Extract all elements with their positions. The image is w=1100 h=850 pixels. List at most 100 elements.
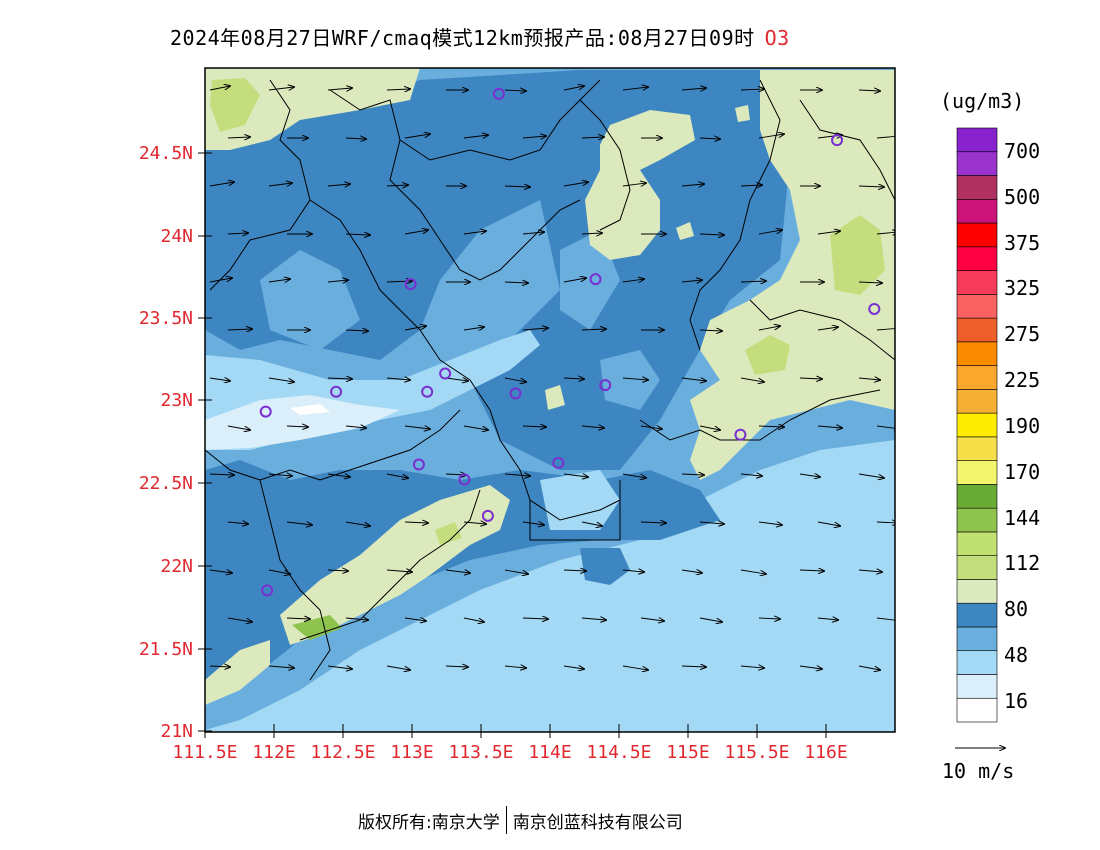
colorbar-swatch bbox=[956, 650, 998, 675]
wind-arrow bbox=[268, 377, 294, 382]
station-marker bbox=[492, 87, 505, 100]
lon-label: 111.5E bbox=[172, 742, 237, 763]
wind-arrow bbox=[504, 474, 530, 476]
colorbar-swatch bbox=[956, 484, 998, 509]
lat-label: 22N bbox=[160, 556, 193, 577]
wind-arrow bbox=[563, 570, 586, 571]
wind-arrow bbox=[504, 666, 526, 668]
colorbar-swatch bbox=[956, 127, 998, 153]
lon-label: 115E bbox=[666, 742, 709, 763]
wind-arrow bbox=[622, 279, 644, 282]
lat-label: 21N bbox=[160, 721, 193, 742]
wind-arrow bbox=[227, 425, 250, 430]
wind-arrow bbox=[817, 426, 842, 428]
wind-arrow bbox=[227, 329, 252, 330]
colorbar-swatch bbox=[956, 389, 998, 414]
wind-arrow bbox=[758, 522, 782, 525]
wind-arrow bbox=[622, 570, 644, 572]
wind-arrow bbox=[817, 231, 840, 234]
wind-arrow bbox=[504, 569, 528, 574]
wind-arrow bbox=[463, 425, 488, 430]
wind-arrow bbox=[286, 618, 310, 619]
map-title: 2024年08月27日WRF/cmaq模式12km预报产品:08月27日09时 O… bbox=[170, 22, 790, 51]
wind-arrow bbox=[699, 617, 722, 622]
colorbar-swatch bbox=[956, 507, 998, 533]
lat-label: 24N bbox=[160, 226, 193, 247]
wind-arrow bbox=[699, 522, 724, 524]
wind-arrow bbox=[522, 522, 544, 525]
wind-arrow bbox=[404, 522, 428, 523]
wind-arrow bbox=[209, 474, 234, 475]
station-marker bbox=[868, 302, 881, 315]
station-marker bbox=[330, 385, 343, 398]
station-marker bbox=[589, 273, 602, 286]
colorbar-swatch bbox=[956, 341, 998, 366]
wind-arrow bbox=[740, 281, 766, 282]
wind-arrow bbox=[740, 377, 764, 382]
wind-arrow bbox=[622, 665, 648, 670]
wind-arrow bbox=[327, 666, 352, 669]
longitude-axis: 111.5E 112E 112.5E 113E 113.5E 114E 114.… bbox=[172, 724, 848, 763]
wind-arrow bbox=[740, 569, 766, 574]
monitoring-stations bbox=[259, 87, 881, 597]
wind-arrow bbox=[386, 89, 410, 90]
colorbar-label: 16 bbox=[1004, 689, 1028, 713]
wind-arrow bbox=[581, 137, 604, 138]
wind-arrow bbox=[758, 134, 784, 139]
wind-arrow bbox=[799, 666, 822, 669]
wind-legend-label: 10 m/s bbox=[942, 759, 1014, 783]
wind-arrow bbox=[504, 282, 528, 283]
wind-arrow bbox=[327, 378, 352, 379]
wind-arrow bbox=[622, 473, 646, 478]
lat-label: 23N bbox=[160, 390, 193, 411]
wind-arrow bbox=[581, 521, 602, 526]
wind-arrow bbox=[876, 617, 895, 621]
lon-label: 113.5E bbox=[448, 742, 513, 763]
colorbar-label: 700 bbox=[1004, 139, 1040, 163]
wind-arrow bbox=[268, 666, 294, 668]
wind-arrow bbox=[858, 570, 882, 572]
lon-label: 114E bbox=[528, 742, 571, 763]
wind-arrow bbox=[563, 86, 584, 91]
colorbar-swatch bbox=[956, 626, 998, 652]
colorbar-label: 48 bbox=[1004, 643, 1028, 667]
wind-arrow bbox=[681, 184, 704, 186]
footer-divider bbox=[505, 806, 507, 834]
wind-arrow bbox=[386, 570, 412, 572]
wind-arrow bbox=[563, 666, 584, 669]
wind-vectors bbox=[209, 86, 895, 670]
wind-arrow bbox=[758, 326, 780, 331]
wind-arrow bbox=[404, 230, 428, 235]
colorbar-swatch bbox=[956, 412, 998, 438]
wind-arrow bbox=[404, 618, 426, 621]
wind-arrow bbox=[563, 474, 588, 477]
wind-arrow bbox=[817, 618, 838, 620]
station-marker bbox=[259, 405, 272, 418]
wind-arrow bbox=[681, 88, 706, 90]
wind-arrow bbox=[209, 86, 230, 91]
wind-arrow bbox=[858, 473, 884, 478]
colorbar-label: 275 bbox=[1004, 322, 1040, 346]
colorbar-label: 225 bbox=[1004, 368, 1040, 392]
station-marker bbox=[439, 367, 452, 380]
wind-arrow bbox=[740, 89, 764, 90]
wind-arrow bbox=[209, 278, 232, 283]
wind-arrow bbox=[463, 617, 484, 622]
wind-arrow bbox=[581, 618, 606, 620]
wind-arrow bbox=[858, 282, 882, 283]
copyright-footer: 版权所有:南京大学 南京创蓝科技有限公司 bbox=[358, 806, 683, 837]
wind-arrow bbox=[799, 474, 820, 477]
wind-arrow bbox=[345, 618, 368, 620]
colorbar-label: 375 bbox=[1004, 231, 1040, 255]
wind-arrow bbox=[817, 521, 840, 526]
wind-arrow bbox=[463, 327, 484, 330]
lon-label: 112E bbox=[252, 742, 295, 763]
colorbar-swatch bbox=[956, 531, 998, 556]
wind-arrow bbox=[268, 279, 290, 282]
colorbar-swatch bbox=[956, 365, 998, 390]
wind-arrow bbox=[345, 426, 366, 428]
wind-arrow bbox=[209, 378, 230, 381]
wind-arrow bbox=[209, 182, 234, 187]
station-marker bbox=[404, 278, 417, 291]
concentration-field bbox=[205, 68, 895, 732]
